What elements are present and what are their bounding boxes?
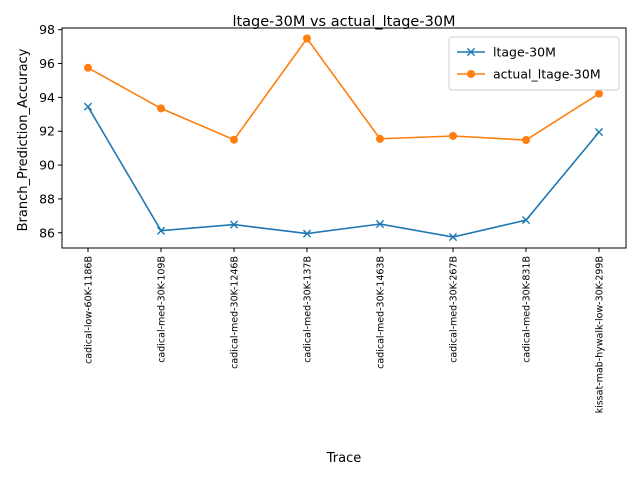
data-point-marker <box>449 131 457 140</box>
data-point-marker <box>229 220 239 229</box>
legend-label: ltage-30M <box>493 45 556 60</box>
plot-area: 86 88 90 92 94 96 98 cadical-low-60K-1186B cadic… <box>39 22 627 413</box>
y-tick-label: 86 <box>39 225 55 240</box>
chart-title: ltage-30M vs actual_ltage-30M <box>232 14 455 30</box>
data-point-marker <box>156 226 166 235</box>
y-tick-label: 90 <box>39 158 55 173</box>
y-tick-label: 98 <box>39 22 55 37</box>
x-tick-label: kissat-mab-hywalk-low-30K-299B <box>595 256 606 413</box>
data-point-marker <box>230 135 238 144</box>
data-point-marker <box>521 215 531 225</box>
y-tick-label: 96 <box>39 56 55 71</box>
y-tick-label: 88 <box>39 191 55 206</box>
plot-frame <box>61 27 627 249</box>
x-tick-label: cadical-med-30K-137B <box>303 256 314 363</box>
series-line-2 <box>87 37 600 141</box>
x-tick-label: cadical-med-30K-1463B <box>376 256 387 369</box>
legend-marker <box>467 70 475 78</box>
data-point-marker <box>375 219 385 229</box>
x-tick-label: cadical-med-30K-831B <box>522 256 533 363</box>
series-line-1 <box>87 106 600 238</box>
x-axis-label: Trace <box>326 451 362 466</box>
legend-label: actual_ltage-30M <box>493 67 601 82</box>
x-tick-label: cadical-med-30K-1246B <box>230 256 241 369</box>
data-point-marker <box>448 232 458 242</box>
legend-marker <box>466 47 476 57</box>
data-point-marker <box>522 136 530 145</box>
data-point-marker <box>303 34 311 43</box>
data-point-marker <box>83 102 93 111</box>
y-tick-label: 94 <box>39 90 55 105</box>
legend-box <box>448 36 620 91</box>
data-point-marker <box>157 104 165 113</box>
y-tick-label: 92 <box>39 124 55 139</box>
data-point-marker <box>302 229 312 238</box>
data-point-marker <box>595 89 603 98</box>
data-point-marker <box>594 127 604 137</box>
data-point-marker <box>376 134 384 143</box>
x-tick-label: cadical-med-30K-109B <box>157 256 168 363</box>
x-tick-label: cadical-med-30K-267B <box>449 256 460 363</box>
y-axis-label: Branch_Prediction_Accuracy <box>16 48 31 231</box>
x-tick-label: cadical-low-60K-1186B <box>84 256 95 364</box>
data-point-marker <box>84 63 92 72</box>
